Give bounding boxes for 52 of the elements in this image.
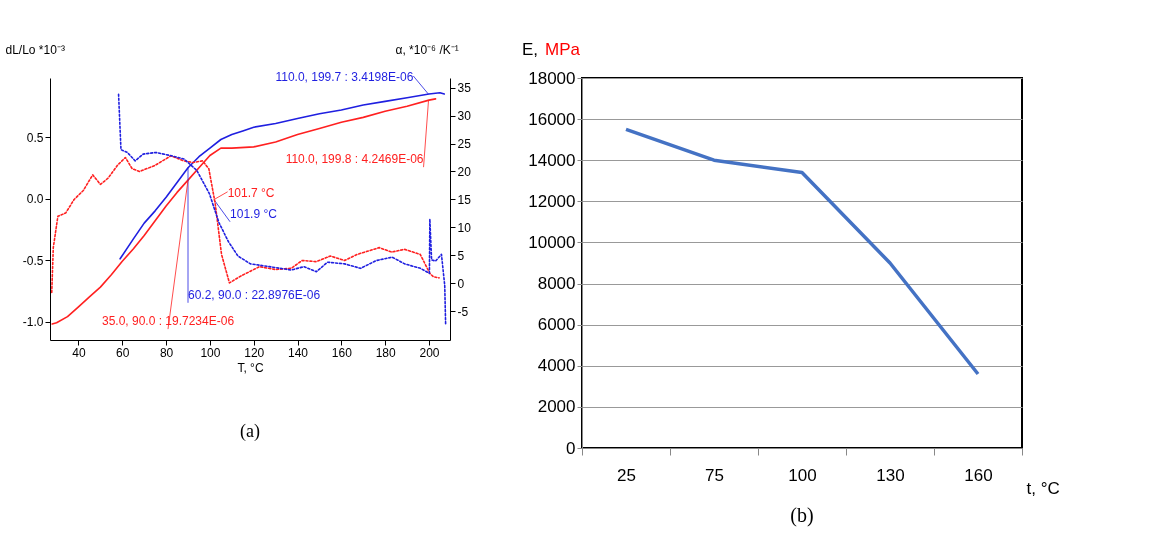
annotation: 101.7 °C [227, 185, 275, 200]
y-tick-label: -0.5 [22, 253, 44, 268]
y-tick-label: -1.0 [22, 315, 44, 330]
x-tick-label: 40 [72, 345, 86, 360]
y-tick-label: 0 [566, 438, 576, 458]
line-series [51, 98, 437, 325]
annotation: 60.2, 90.0 : 22.8976E-06 [188, 287, 321, 302]
y-tick-label: 4000 [537, 356, 576, 376]
x-tick-label: 100 [200, 345, 221, 360]
text: (b) [790, 504, 814, 527]
y-tick-label: 8000 [537, 274, 576, 294]
x-tick-label: 130 [876, 465, 905, 485]
y-tick-label: 14000 [528, 150, 576, 170]
y-tick-label: 2000 [537, 397, 576, 417]
x-tick-label: 180 [375, 345, 396, 360]
line-series [624, 127, 980, 376]
annotation: 101.9 °C [230, 206, 278, 221]
x-axis-title: t, °C [1026, 478, 1060, 498]
x-tick-label: 200 [419, 345, 440, 360]
x-tick-label: 75 [705, 465, 724, 485]
x-tick-label: 160 [331, 345, 353, 360]
text: (a) [240, 421, 260, 442]
annotation: 110.0, 199.7 : 3.4198E-06 [275, 69, 414, 84]
y2-tick-label: 35 [457, 81, 472, 96]
y2-tick-label: 25 [457, 137, 472, 151]
x-axis-title: T, °C [237, 360, 264, 375]
y2-tick-label: 10 [457, 220, 472, 235]
y-tick-label: 16000 [528, 109, 576, 129]
y-axis-title: E, MPa [522, 40, 581, 59]
y2-tick-label: 5 [457, 248, 465, 263]
x-tick-label: 160 [964, 465, 993, 485]
y2-tick-label: -5 [457, 304, 469, 319]
y2-tick-label: 0 [457, 276, 465, 291]
y-tick-label: 6000 [537, 315, 576, 335]
y-tick-label: 0.5 [26, 130, 44, 145]
y2-tick-label: 20 [457, 164, 472, 179]
y2-tick-label: 30 [457, 109, 472, 124]
x-tick-label: 60 [116, 345, 130, 360]
x-tick-label: 25 [617, 465, 636, 485]
x-tick-label: 140 [288, 345, 309, 360]
x-tick-label: 120 [244, 345, 265, 360]
x-tick-label: 100 [788, 465, 817, 485]
y-axis-title: dL/Lo *10⁻³ [5, 42, 65, 57]
y2-axis-title: α, *10⁻⁶ /K⁻¹ [395, 42, 459, 57]
annotation: 110.0, 199.8 : 4.2469E-06 [285, 152, 424, 167]
y-tick-label: 0.0 [26, 192, 44, 207]
y-tick-label: 12000 [528, 191, 576, 211]
x-tick-label: 80 [159, 345, 174, 360]
annotation: 35.0, 90.0 : 19.7234E-06 [101, 314, 235, 329]
y-tick-label: 18000 [528, 68, 576, 88]
y2-tick-label: 15 [457, 192, 472, 207]
y-tick-label: 10000 [528, 232, 576, 252]
